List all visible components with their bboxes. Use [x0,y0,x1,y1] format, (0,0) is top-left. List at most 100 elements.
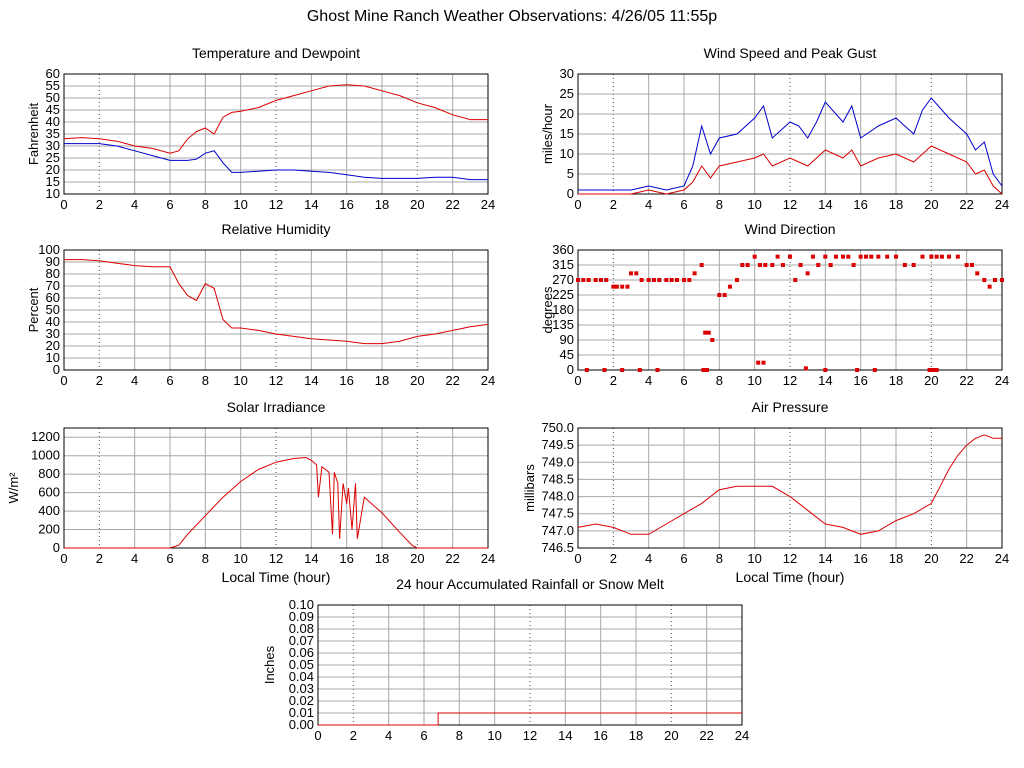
data-point [692,271,697,276]
x-tick-label: 18 [375,197,389,212]
x-tick-label: 20 [924,551,938,566]
x-tick-label: 10 [747,373,761,388]
x-tick-label: 20 [410,197,424,212]
y-tick-label: 746.5 [541,540,574,555]
data-point [823,368,828,372]
x-tick-label: 6 [166,551,173,566]
x-tick-label: 4 [645,197,652,212]
y-tick-label: 750.0 [541,420,574,435]
data-point [757,263,762,267]
y-tick-label: 40 [46,314,60,329]
data-point [855,368,860,372]
chart-title: Air Pressure [751,399,828,415]
data-point [885,254,890,259]
data-point [863,254,868,259]
y-tick-label: 749.5 [541,437,574,452]
data-point [780,263,785,267]
data-point [701,368,706,372]
x-tick-label: 24 [995,551,1009,566]
data-point [841,254,845,259]
data-point [833,254,838,259]
x-tick-label: 0 [574,197,581,212]
data-point [637,368,642,372]
x-tick-label: 12 [269,373,283,388]
data-point [902,263,907,267]
x-axis-label: Local Time (hour) [222,569,331,585]
data-point [664,278,669,282]
y-tick-label: 10 [46,186,60,201]
data-point [920,254,925,259]
y-axis-label: degrees [540,286,555,333]
y-tick-label: 0.02 [289,693,314,708]
y-tick-label: 749.0 [541,454,574,469]
x-tick-label: 20 [924,373,938,388]
y-tick-label: 55 [46,78,60,93]
x-tick-label: 16 [853,373,867,388]
x-tick-label: 20 [410,551,424,566]
x-tick-label: 18 [375,373,389,388]
series-line-0 [318,712,742,726]
x-tick-label: 12 [523,728,537,743]
data-point [761,360,766,365]
x-tick-label: 14 [304,197,318,212]
y-tick-label: 20 [46,338,60,353]
data-point [657,278,662,282]
x-tick-label: 8 [202,551,209,566]
x-tick-label: 0 [60,373,67,388]
y-tick-label: 400 [38,503,60,518]
x-tick-label: 10 [233,197,247,212]
chart-title: Solar Irradiance [227,399,326,415]
y-tick-label: 748.0 [541,489,574,504]
data-point [756,360,761,365]
y-tick-label: 1200 [31,429,60,444]
y-tick-label: 800 [38,466,60,481]
data-point [740,263,745,267]
data-point [745,263,750,267]
x-tick-label: 6 [680,197,687,212]
y-tick-label: 50 [46,90,60,105]
series-line-0 [577,434,1002,535]
chart-title: Temperature and Dewpoint [192,45,360,61]
x-tick-label: 12 [783,551,797,566]
x-tick-label: 22 [445,197,459,212]
y-tick-label: 20 [560,106,574,121]
y-tick-label: 0.00 [289,717,314,732]
data-point [682,278,686,282]
data-point [987,284,992,289]
x-tick-label: 16 [593,728,607,743]
y-tick-label: 15 [46,174,60,189]
x-tick-label: 2 [610,373,617,388]
data-point [593,278,598,282]
x-tick-label: 12 [783,197,797,212]
data-point [775,254,780,259]
chart-rain: 24 hour Accumulated Rainfall or Snow Mel… [262,576,749,743]
y-tick-label: 0.01 [289,705,314,720]
y-tick-label: 135 [552,317,574,332]
x-tick-label: 2 [610,197,617,212]
y-tick-label: 30 [46,138,60,153]
data-point [604,278,609,282]
x-tick-label: 2 [96,551,103,566]
y-tick-label: 15 [560,126,574,141]
data-point [752,254,757,259]
data-point [717,293,722,297]
data-point [939,254,944,259]
x-tick-label: 12 [269,197,283,212]
x-tick-label: 14 [304,551,318,566]
x-tick-label: 12 [783,373,797,388]
data-point [947,254,951,259]
y-tick-label: 180 [552,302,574,317]
data-point [602,368,607,372]
x-tick-label: 14 [818,373,832,388]
data-point [793,278,798,282]
plot-frame [63,73,489,195]
data-point [770,263,775,267]
y-tick-label: 5 [567,166,574,181]
y-tick-label: 50 [46,302,60,317]
x-tick-label: 14 [304,373,318,388]
data-point [788,254,792,259]
y-tick-label: 315 [552,257,574,272]
x-tick-label: 22 [699,728,713,743]
x-tick-label: 18 [375,551,389,566]
data-point [620,284,625,289]
